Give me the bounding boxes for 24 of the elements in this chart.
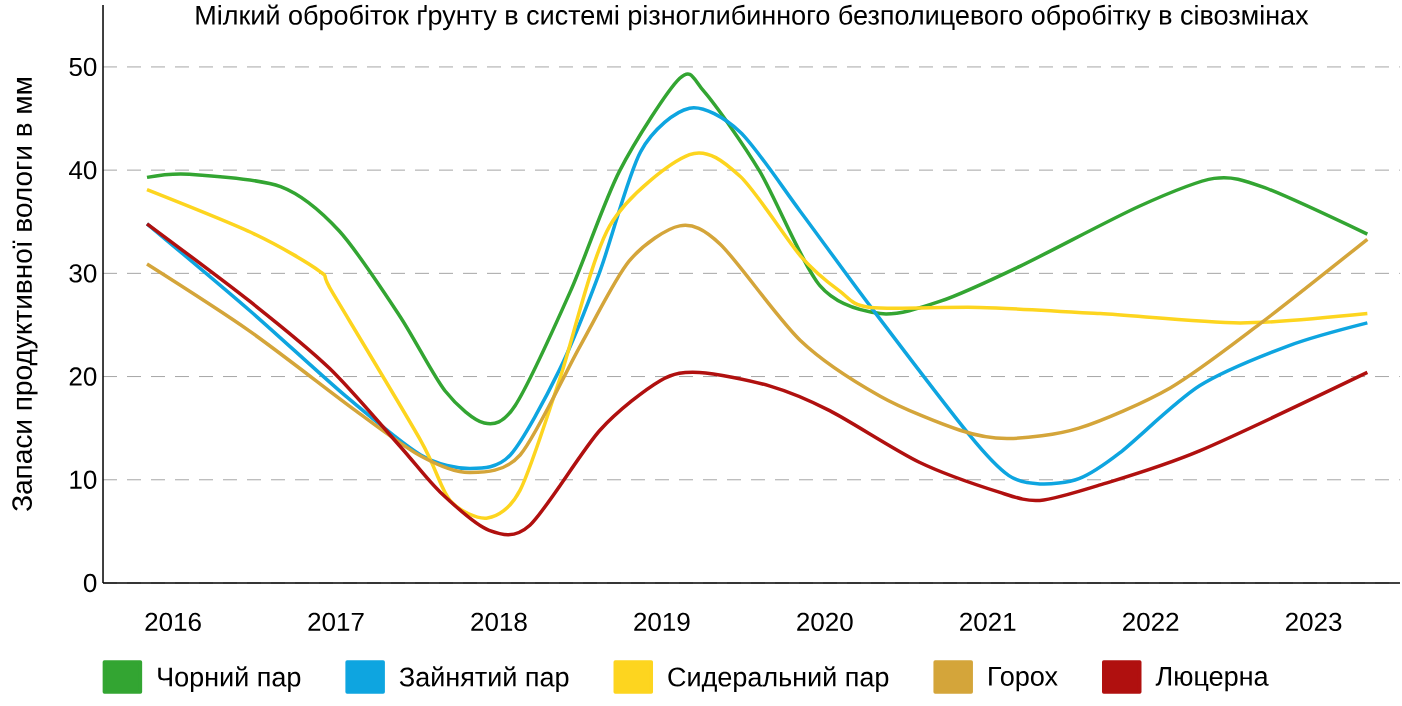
x-tick-label: 2021 (960, 612, 1016, 632)
line-series (145, 106, 1370, 486)
legend-label: Горох (989, 667, 1058, 692)
legend-label: Сидеральний пар (668, 666, 889, 692)
line-series (145, 151, 1370, 520)
line-series (145, 223, 1370, 475)
x-tick-label: 2019 (634, 612, 690, 632)
y-tick-label: 20 (69, 367, 97, 386)
x-tick-label: 2017 (308, 612, 364, 632)
y-tick-label: 30 (69, 264, 97, 283)
y-axis-title: Запаси продуктивної вологи в мм (12, 78, 38, 511)
y-tick-label: 40 (69, 160, 97, 180)
y-tick-label: 10 (70, 470, 97, 489)
x-tick-label: 2023 (1285, 612, 1342, 632)
x-tick-label: 2018 (471, 612, 527, 632)
x-tick-label: 2020 (797, 612, 853, 632)
y-tick-label: 0 (83, 573, 97, 593)
legend-label: Чорний пар (158, 666, 301, 692)
x-tick-label: 2022 (1123, 612, 1179, 632)
x-tick-label: 2016 (145, 612, 201, 632)
legend-label: Зайнятий пар (399, 666, 569, 692)
legend-label: Люцерна (1155, 667, 1269, 692)
y-tick-label: 50 (69, 57, 97, 77)
chart-title: Мілкий обробіток ґрунту в системі різноглибинного безполицевого обробітку в сівозмінах (196, 4, 1309, 31)
